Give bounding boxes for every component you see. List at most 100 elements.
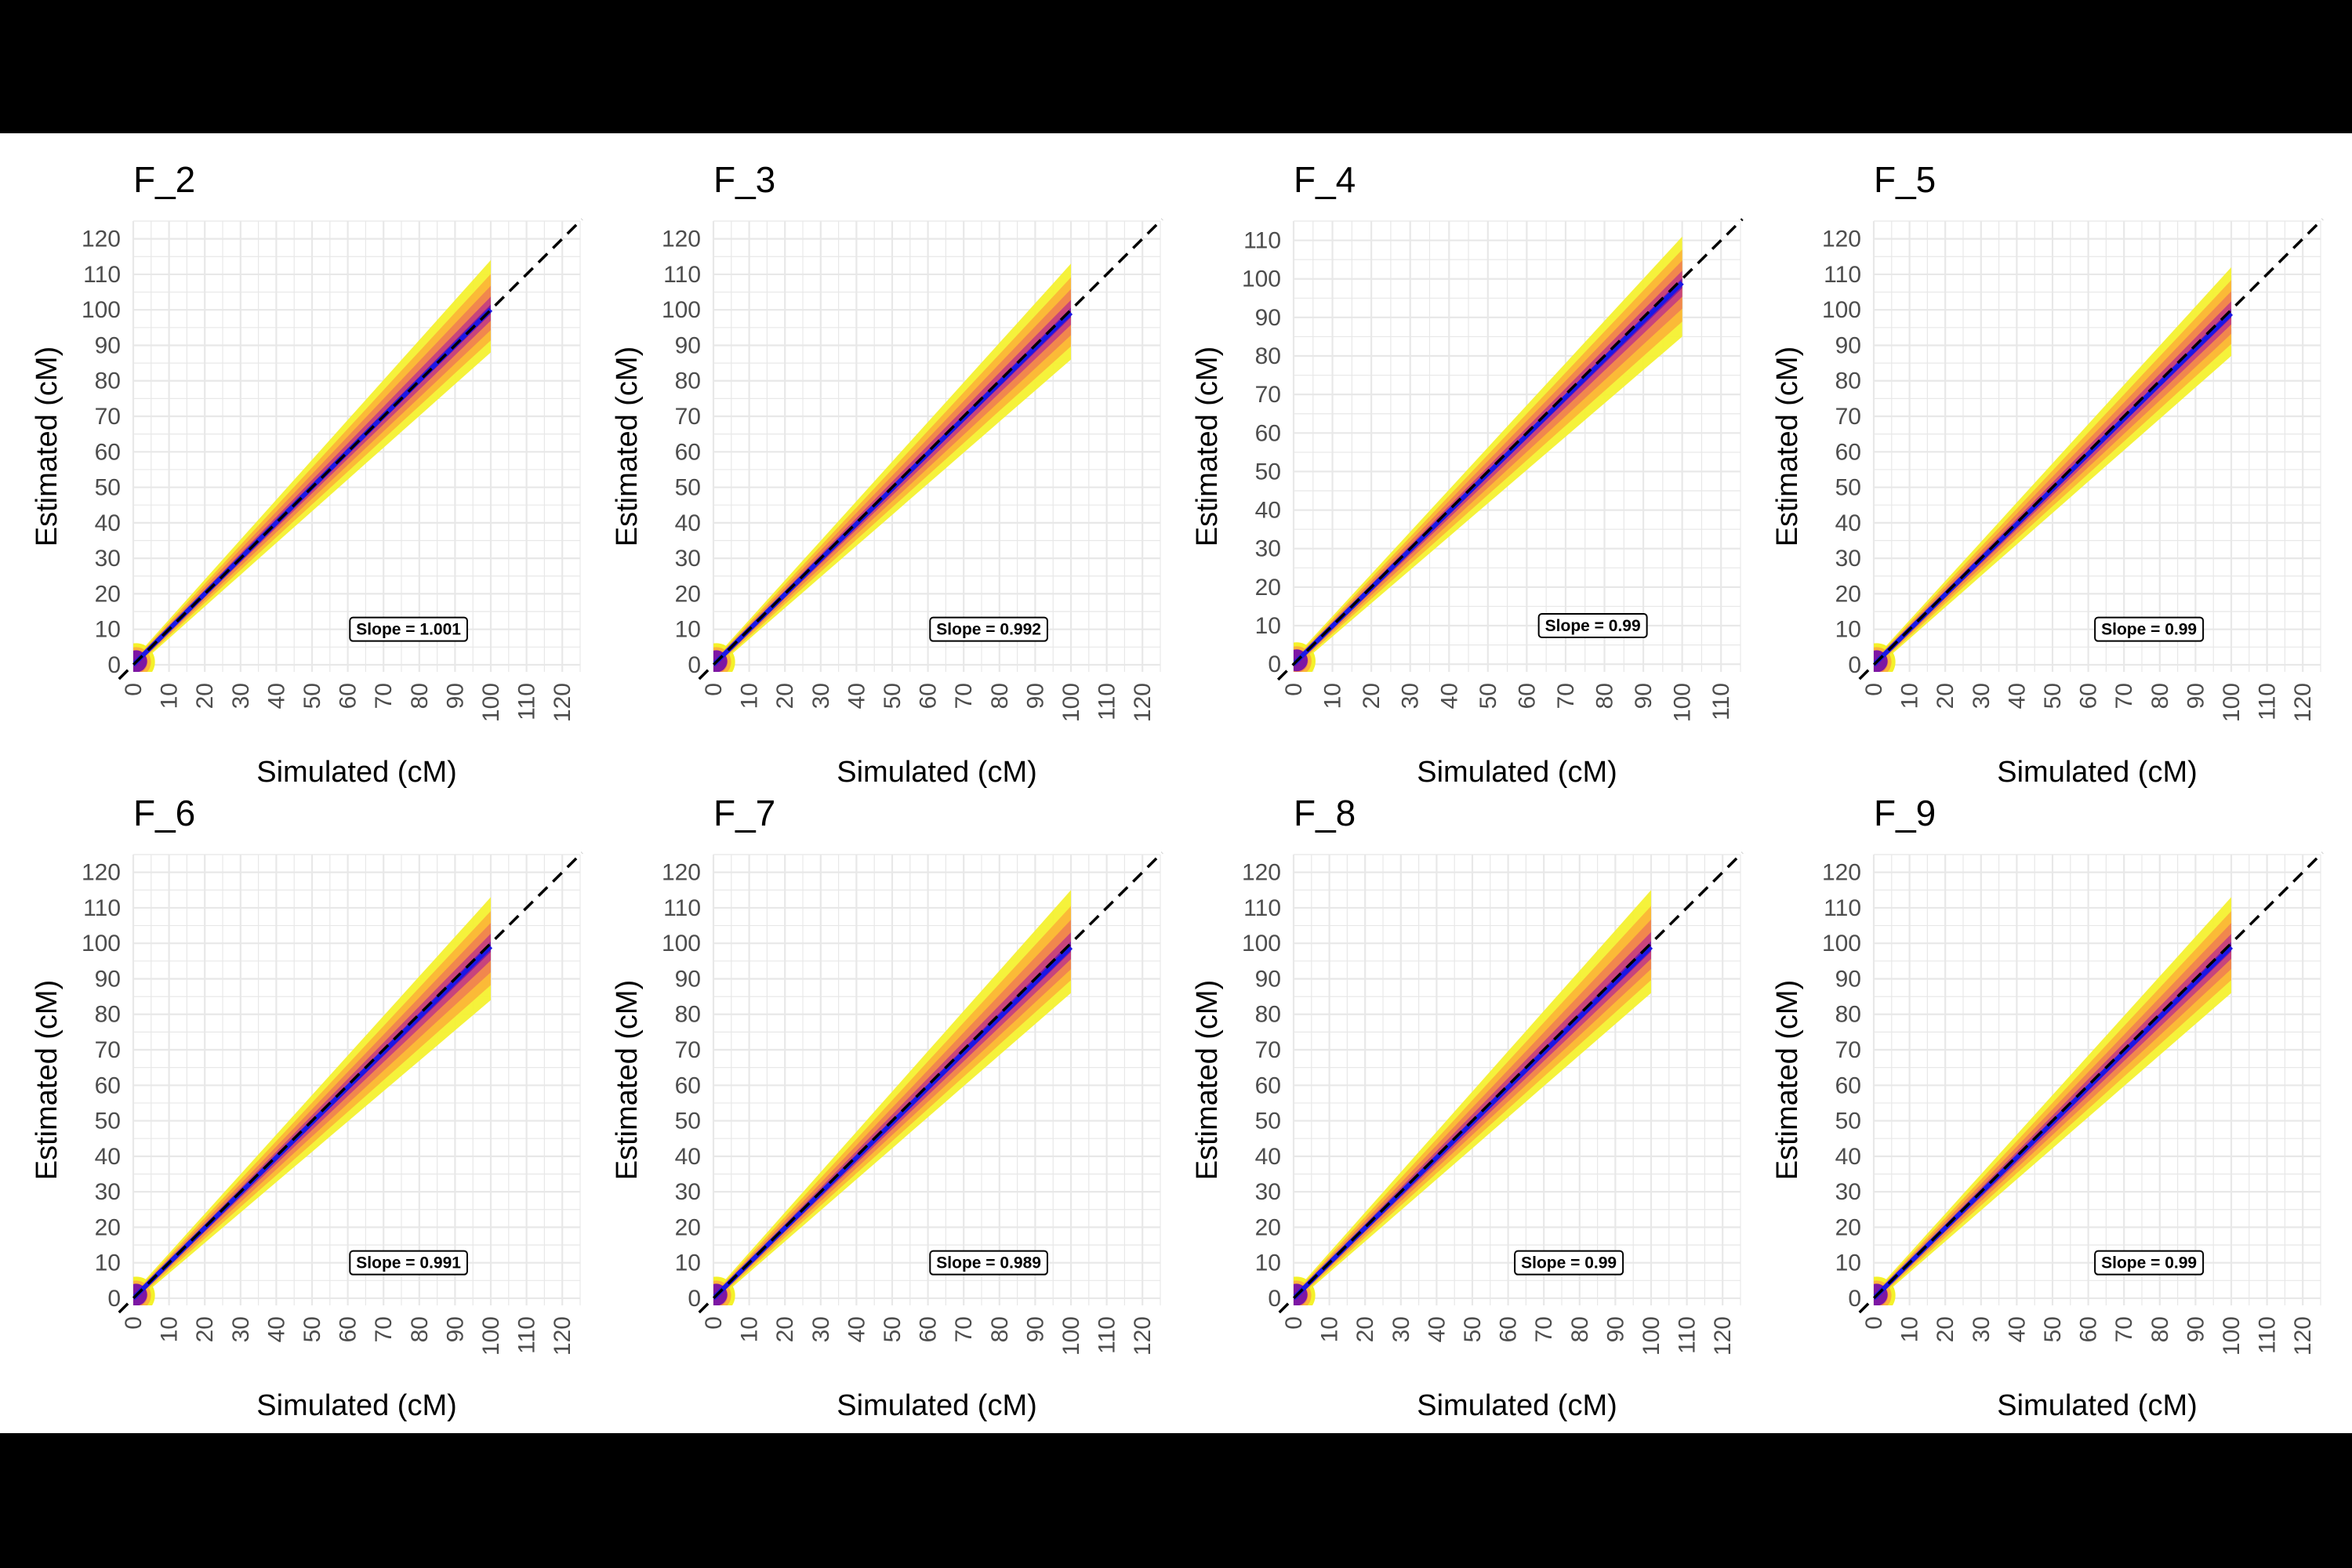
y-tick-label: 70 xyxy=(1835,1037,1861,1063)
x-tick-label: 0 xyxy=(701,1316,727,1330)
x-tick-label: 120 xyxy=(550,1316,575,1356)
y-tick-label: 20 xyxy=(1835,1214,1861,1240)
x-tick-label: 50 xyxy=(1475,683,1501,709)
x-tick-label: 100 xyxy=(1639,1316,1664,1356)
reference-line xyxy=(698,218,1163,681)
slope-label: Slope = 0.99 xyxy=(1537,613,1648,639)
y-tick-label: 30 xyxy=(1255,536,1281,562)
y-tick-label: 60 xyxy=(675,1073,701,1098)
x-tick-label: 80 xyxy=(407,683,433,709)
x-tick-label: 40 xyxy=(1436,683,1462,709)
y-tick-label: 40 xyxy=(675,510,701,536)
y-tick-label: 30 xyxy=(95,1179,121,1205)
x-tick-label: 20 xyxy=(772,1316,798,1342)
panel-title: F_5 xyxy=(1874,159,1936,200)
y-tick-label: 80 xyxy=(1835,1002,1861,1028)
slope-label-text: Slope = 0.99 xyxy=(2101,1254,2197,1272)
y-axis-title: Estimated (cM) xyxy=(611,980,644,1180)
y-axis-title: Estimated (cM) xyxy=(1191,347,1224,546)
y-tick-label: 90 xyxy=(1255,305,1281,331)
y-tick-label: 0 xyxy=(1848,652,1861,678)
y-tick-label: 80 xyxy=(1255,343,1281,369)
y-tick-label: 80 xyxy=(675,368,701,394)
x-tick-label: 40 xyxy=(2004,683,2030,709)
y-tick-label: 60 xyxy=(1255,1073,1281,1098)
y-tick-label: 80 xyxy=(95,1002,121,1028)
chart-panel-5: F_5 0 10 20 30 40 50 60 70 80 90 100 110 120 0 10 20 30 40… xyxy=(1771,159,2324,789)
slope-label-box xyxy=(1537,613,1648,639)
x-axis-title: Simulated (cM) xyxy=(256,1389,457,1422)
x-tick-label: 70 xyxy=(371,683,397,709)
y-tick-label: 0 xyxy=(107,1286,121,1312)
x-tick-label: 100 xyxy=(2219,683,2245,722)
reference-line xyxy=(118,851,583,1314)
y-tick-label: 0 xyxy=(1268,652,1281,677)
y-tick-label: 10 xyxy=(1835,617,1861,643)
x-tick-label: 110 xyxy=(1708,683,1734,720)
slope-label-box xyxy=(929,1250,1048,1276)
x-tick-label: 90 xyxy=(442,683,468,709)
plot-area xyxy=(1294,236,1684,672)
chart-panel-9: F_9 0 10 20 30 40 50 60 70 80 90 100 110 120 0 10 20 30 40… xyxy=(1771,793,2324,1422)
y-tick-label: 90 xyxy=(1835,966,1861,992)
x-tick-label: 10 xyxy=(1897,1316,1923,1342)
slope-label-text: Slope = 0.991 xyxy=(356,1254,461,1272)
y-tick-label: 60 xyxy=(1255,420,1281,446)
y-axis-title: Estimated (cM) xyxy=(1771,980,1804,1180)
x-tick-label: 110 xyxy=(1675,1316,1700,1354)
y-tick-label: 50 xyxy=(95,475,121,501)
slope-label: Slope = 0.99 xyxy=(1514,1250,1624,1276)
y-tick-label: 120 xyxy=(82,227,121,252)
x-tick-label: 60 xyxy=(916,683,942,709)
x-tick-label: 100 xyxy=(478,1316,504,1356)
reference-line xyxy=(118,218,583,681)
chart-panel-7: F_7 0 10 20 30 40 50 60 70 80 90 100 110 120 0 10 20 30 40… xyxy=(611,793,1163,1422)
y-tick-label: 70 xyxy=(95,404,121,430)
x-axis-title: Simulated (cM) xyxy=(1417,756,1617,789)
x-tick-label: 90 xyxy=(442,1316,468,1342)
x-tick-label: 70 xyxy=(371,1316,397,1342)
y-tick-label: 40 xyxy=(675,1144,701,1170)
x-tick-label: 30 xyxy=(228,1316,254,1342)
x-tick-label: 100 xyxy=(1670,683,1696,722)
y-tick-label: 110 xyxy=(83,895,121,921)
x-tick-label: 30 xyxy=(808,683,834,709)
x-tick-label: 80 xyxy=(987,1316,1013,1342)
x-axis-title: Simulated (cM) xyxy=(1997,756,2198,789)
y-tick-label: 70 xyxy=(675,404,701,430)
x-tick-label: 40 xyxy=(844,1316,869,1342)
y-tick-label: 40 xyxy=(1835,1144,1861,1170)
reference-line xyxy=(1858,218,2324,681)
x-tick-label: 120 xyxy=(1130,683,1156,722)
x-tick-label: 70 xyxy=(2111,1316,2137,1342)
slope-label-box xyxy=(929,616,1048,642)
y-tick-label: 30 xyxy=(675,1179,701,1205)
y-tick-label: 50 xyxy=(1835,1109,1861,1134)
y-tick-label: 120 xyxy=(1242,860,1281,886)
x-axis-title: Simulated (cM) xyxy=(1417,1389,1617,1422)
x-tick-label: 0 xyxy=(1281,1316,1307,1330)
y-tick-label: 90 xyxy=(675,332,701,358)
x-tick-label: 60 xyxy=(2076,683,2102,709)
y-tick-label: 80 xyxy=(675,1002,701,1028)
x-tick-label: 80 xyxy=(407,1316,433,1342)
x-tick-label: 50 xyxy=(880,1316,906,1342)
x-tick-label: 0 xyxy=(1861,1316,1887,1330)
panel-title: F_3 xyxy=(713,159,775,200)
y-tick-label: 60 xyxy=(675,439,701,465)
y-tick-label: 110 xyxy=(663,895,701,921)
reference-line xyxy=(1278,851,1744,1314)
density-band-inner xyxy=(1294,919,1651,1301)
x-tick-label: 110 xyxy=(1094,683,1120,720)
x-tick-label: 40 xyxy=(263,683,289,709)
chart-panel-2: F_2 0 10 20 30 40 50 60 70 80 90 100 110 120 0 10 20 30 40… xyxy=(31,159,583,789)
x-tick-label: 30 xyxy=(808,1316,834,1342)
x-tick-label: 50 xyxy=(880,683,906,709)
y-tick-label: 70 xyxy=(1835,404,1861,430)
chart-panel-6: F_6 0 10 20 30 40 50 60 70 80 90 100 110 120 0 10 20 30 40… xyxy=(31,793,583,1422)
y-tick-label: 50 xyxy=(675,475,701,501)
slope-label-box xyxy=(2094,1250,2205,1276)
x-tick-label: 60 xyxy=(1496,1316,1522,1342)
x-tick-label: 0 xyxy=(1281,683,1307,696)
y-tick-label: 40 xyxy=(95,1144,121,1170)
